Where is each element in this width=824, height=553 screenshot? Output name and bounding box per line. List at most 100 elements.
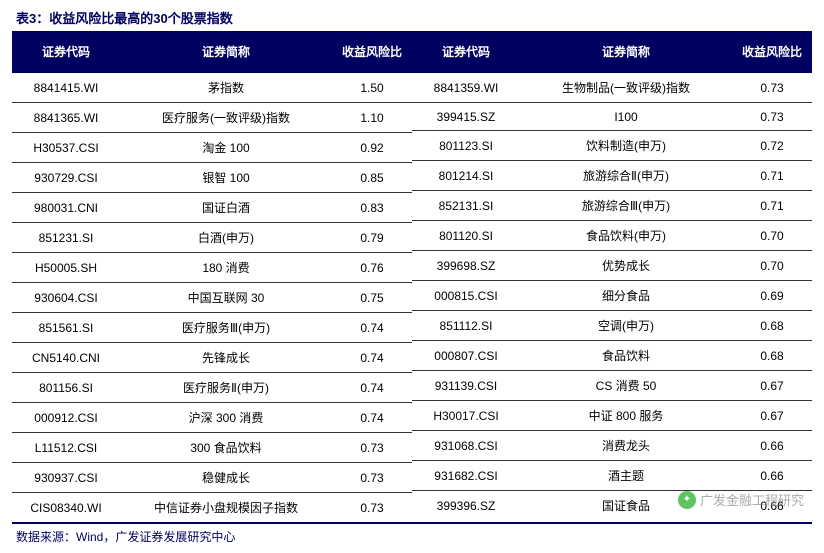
table-row: 801120.SI食品饮料(申万)0.70 xyxy=(412,221,812,251)
table-row: 930604.CSI中国互联网 300.75 xyxy=(12,283,412,313)
cell-code: 000815.CSI xyxy=(412,281,520,311)
table-row: H30017.CSI中证 800 服务0.67 xyxy=(412,401,812,431)
cell-ratio: 0.69 xyxy=(732,281,812,311)
cell-code: 931139.CSI xyxy=(412,371,520,401)
cell-name: 国证白酒 xyxy=(120,193,332,223)
table-row: 8841415.WI茅指数1.50 xyxy=(12,73,412,103)
table-row: 000807.CSI食品饮料0.68 xyxy=(412,341,812,371)
table-row: H50005.SH180 消费0.76 xyxy=(12,253,412,283)
table-title: 表3：收益风险比最高的30个股票指数 xyxy=(12,8,812,27)
cell-code: 930729.CSI xyxy=(12,163,120,193)
cell-code: 8841415.WI xyxy=(12,73,120,103)
table-row: 8841365.WI医疗服务(一致评级)指数1.10 xyxy=(12,103,412,133)
cell-code: 8841359.WI xyxy=(412,73,520,103)
cell-code: 930937.CSI xyxy=(12,463,120,493)
cell-ratio: 0.71 xyxy=(732,161,812,191)
cell-name: 旅游综合Ⅲ(申万) xyxy=(520,191,732,221)
cell-name: I100 xyxy=(520,103,732,131)
cell-code: 399396.SZ xyxy=(412,491,520,521)
cell-ratio: 0.79 xyxy=(332,223,412,253)
left-table: 证券代码 证券简称 收益风险比 8841415.WI茅指数1.508841365… xyxy=(12,33,412,522)
cell-ratio: 0.71 xyxy=(732,191,812,221)
cell-ratio: 0.85 xyxy=(332,163,412,193)
cell-name: 细分食品 xyxy=(520,281,732,311)
cell-code: 8841365.WI xyxy=(12,103,120,133)
watermark-text: 广发金融工程研究 xyxy=(700,490,804,509)
cell-name: 淘金 100 xyxy=(120,133,332,163)
cell-name: 稳健成长 xyxy=(120,463,332,493)
col-name-header: 证券简称 xyxy=(520,33,732,73)
cell-code: 931682.CSI xyxy=(412,461,520,491)
cell-name: 食品饮料 xyxy=(520,341,732,371)
table-row: H30537.CSI淘金 1000.92 xyxy=(12,133,412,163)
col-ratio-header: 收益风险比 xyxy=(332,33,412,73)
cell-ratio: 1.10 xyxy=(332,103,412,133)
header-row: 证券代码 证券简称 收益风险比 xyxy=(412,33,812,73)
table-row: 8841359.WI生物制品(一致评级)指数0.73 xyxy=(412,73,812,103)
table-row: CN5140.CNI先锋成长0.74 xyxy=(12,343,412,373)
cell-code: 980031.CNI xyxy=(12,193,120,223)
cell-ratio: 0.74 xyxy=(332,403,412,433)
col-ratio-header: 收益风险比 xyxy=(732,33,812,73)
cell-name: 先锋成长 xyxy=(120,343,332,373)
table-row: 851231.SI白酒(申万)0.79 xyxy=(12,223,412,253)
cell-ratio: 0.73 xyxy=(332,463,412,493)
cell-name: 医疗服务Ⅲ(申万) xyxy=(120,313,332,343)
cell-ratio: 0.76 xyxy=(332,253,412,283)
cell-ratio: 0.72 xyxy=(732,131,812,161)
cell-name: 食品饮料(申万) xyxy=(520,221,732,251)
cell-code: H30537.CSI xyxy=(12,133,120,163)
table-row: L11512.CSI300 食品饮料0.73 xyxy=(12,433,412,463)
cell-name: 沪深 300 消费 xyxy=(120,403,332,433)
cell-name: 饮料制造(申万) xyxy=(520,131,732,161)
cell-ratio: 0.73 xyxy=(332,433,412,463)
table-row: 000912.CSI沪深 300 消费0.74 xyxy=(12,403,412,433)
data-source: 数据来源：Wind，广发证券发展研究中心 xyxy=(12,528,812,545)
cell-ratio: 0.74 xyxy=(332,313,412,343)
cell-code: H30017.CSI xyxy=(412,401,520,431)
table-row: 851112.SI空调(申万)0.68 xyxy=(412,311,812,341)
table-row: 399415.SZI1000.73 xyxy=(412,103,812,131)
cell-code: 801120.SI xyxy=(412,221,520,251)
table-row: 399698.SZ优势成长0.70 xyxy=(412,251,812,281)
cell-ratio: 0.75 xyxy=(332,283,412,313)
table-row: 801156.SI医疗服务Ⅱ(申万)0.74 xyxy=(12,373,412,403)
cell-code: 000807.CSI xyxy=(412,341,520,371)
cell-code: 930604.CSI xyxy=(12,283,120,313)
cell-name: 白酒(申万) xyxy=(120,223,332,253)
cell-name: 茅指数 xyxy=(120,73,332,103)
table-row: 980031.CNI国证白酒0.83 xyxy=(12,193,412,223)
cell-ratio: 0.83 xyxy=(332,193,412,223)
cell-name: 酒主题 xyxy=(520,461,732,491)
cell-name: 中信证券小盘规模因子指数 xyxy=(120,493,332,523)
table-row: 931139.CSICS 消费 500.67 xyxy=(412,371,812,401)
cell-ratio: 1.50 xyxy=(332,73,412,103)
cell-ratio: 0.92 xyxy=(332,133,412,163)
table-row: 852131.SI旅游综合Ⅲ(申万)0.71 xyxy=(412,191,812,221)
table-row: 851561.SI医疗服务Ⅲ(申万)0.74 xyxy=(12,313,412,343)
right-table: 证券代码 证券简称 收益风险比 8841359.WI生物制品(一致评级)指数0.… xyxy=(412,33,812,520)
cell-ratio: 0.66 xyxy=(732,461,812,491)
cell-code: 851231.SI xyxy=(12,223,120,253)
cell-code: 000912.CSI xyxy=(12,403,120,433)
right-half: 证券代码 证券简称 收益风险比 8841359.WI生物制品(一致评级)指数0.… xyxy=(412,33,812,522)
table-row: 930937.CSI稳健成长0.73 xyxy=(12,463,412,493)
cell-code: 931068.CSI xyxy=(412,431,520,461)
cell-name: 旅游综合Ⅱ(申万) xyxy=(520,161,732,191)
table-row: 000815.CSI细分食品0.69 xyxy=(412,281,812,311)
cell-name: 生物制品(一致评级)指数 xyxy=(520,73,732,103)
table-row: 930729.CSI银智 1000.85 xyxy=(12,163,412,193)
table-container: 证券代码 证券简称 收益风险比 8841415.WI茅指数1.508841365… xyxy=(12,31,812,524)
cell-code: 851561.SI xyxy=(12,313,120,343)
cell-ratio: 0.67 xyxy=(732,371,812,401)
cell-name: 银智 100 xyxy=(120,163,332,193)
cell-ratio: 0.67 xyxy=(732,401,812,431)
cell-ratio: 0.70 xyxy=(732,251,812,281)
cell-code: L11512.CSI xyxy=(12,433,120,463)
wechat-icon: ✦ xyxy=(678,491,696,509)
cell-code: 801123.SI xyxy=(412,131,520,161)
watermark: ✦ 广发金融工程研究 xyxy=(678,490,804,509)
cell-ratio: 0.66 xyxy=(732,431,812,461)
cell-ratio: 0.70 xyxy=(732,221,812,251)
left-half: 证券代码 证券简称 收益风险比 8841415.WI茅指数1.508841365… xyxy=(12,33,412,522)
